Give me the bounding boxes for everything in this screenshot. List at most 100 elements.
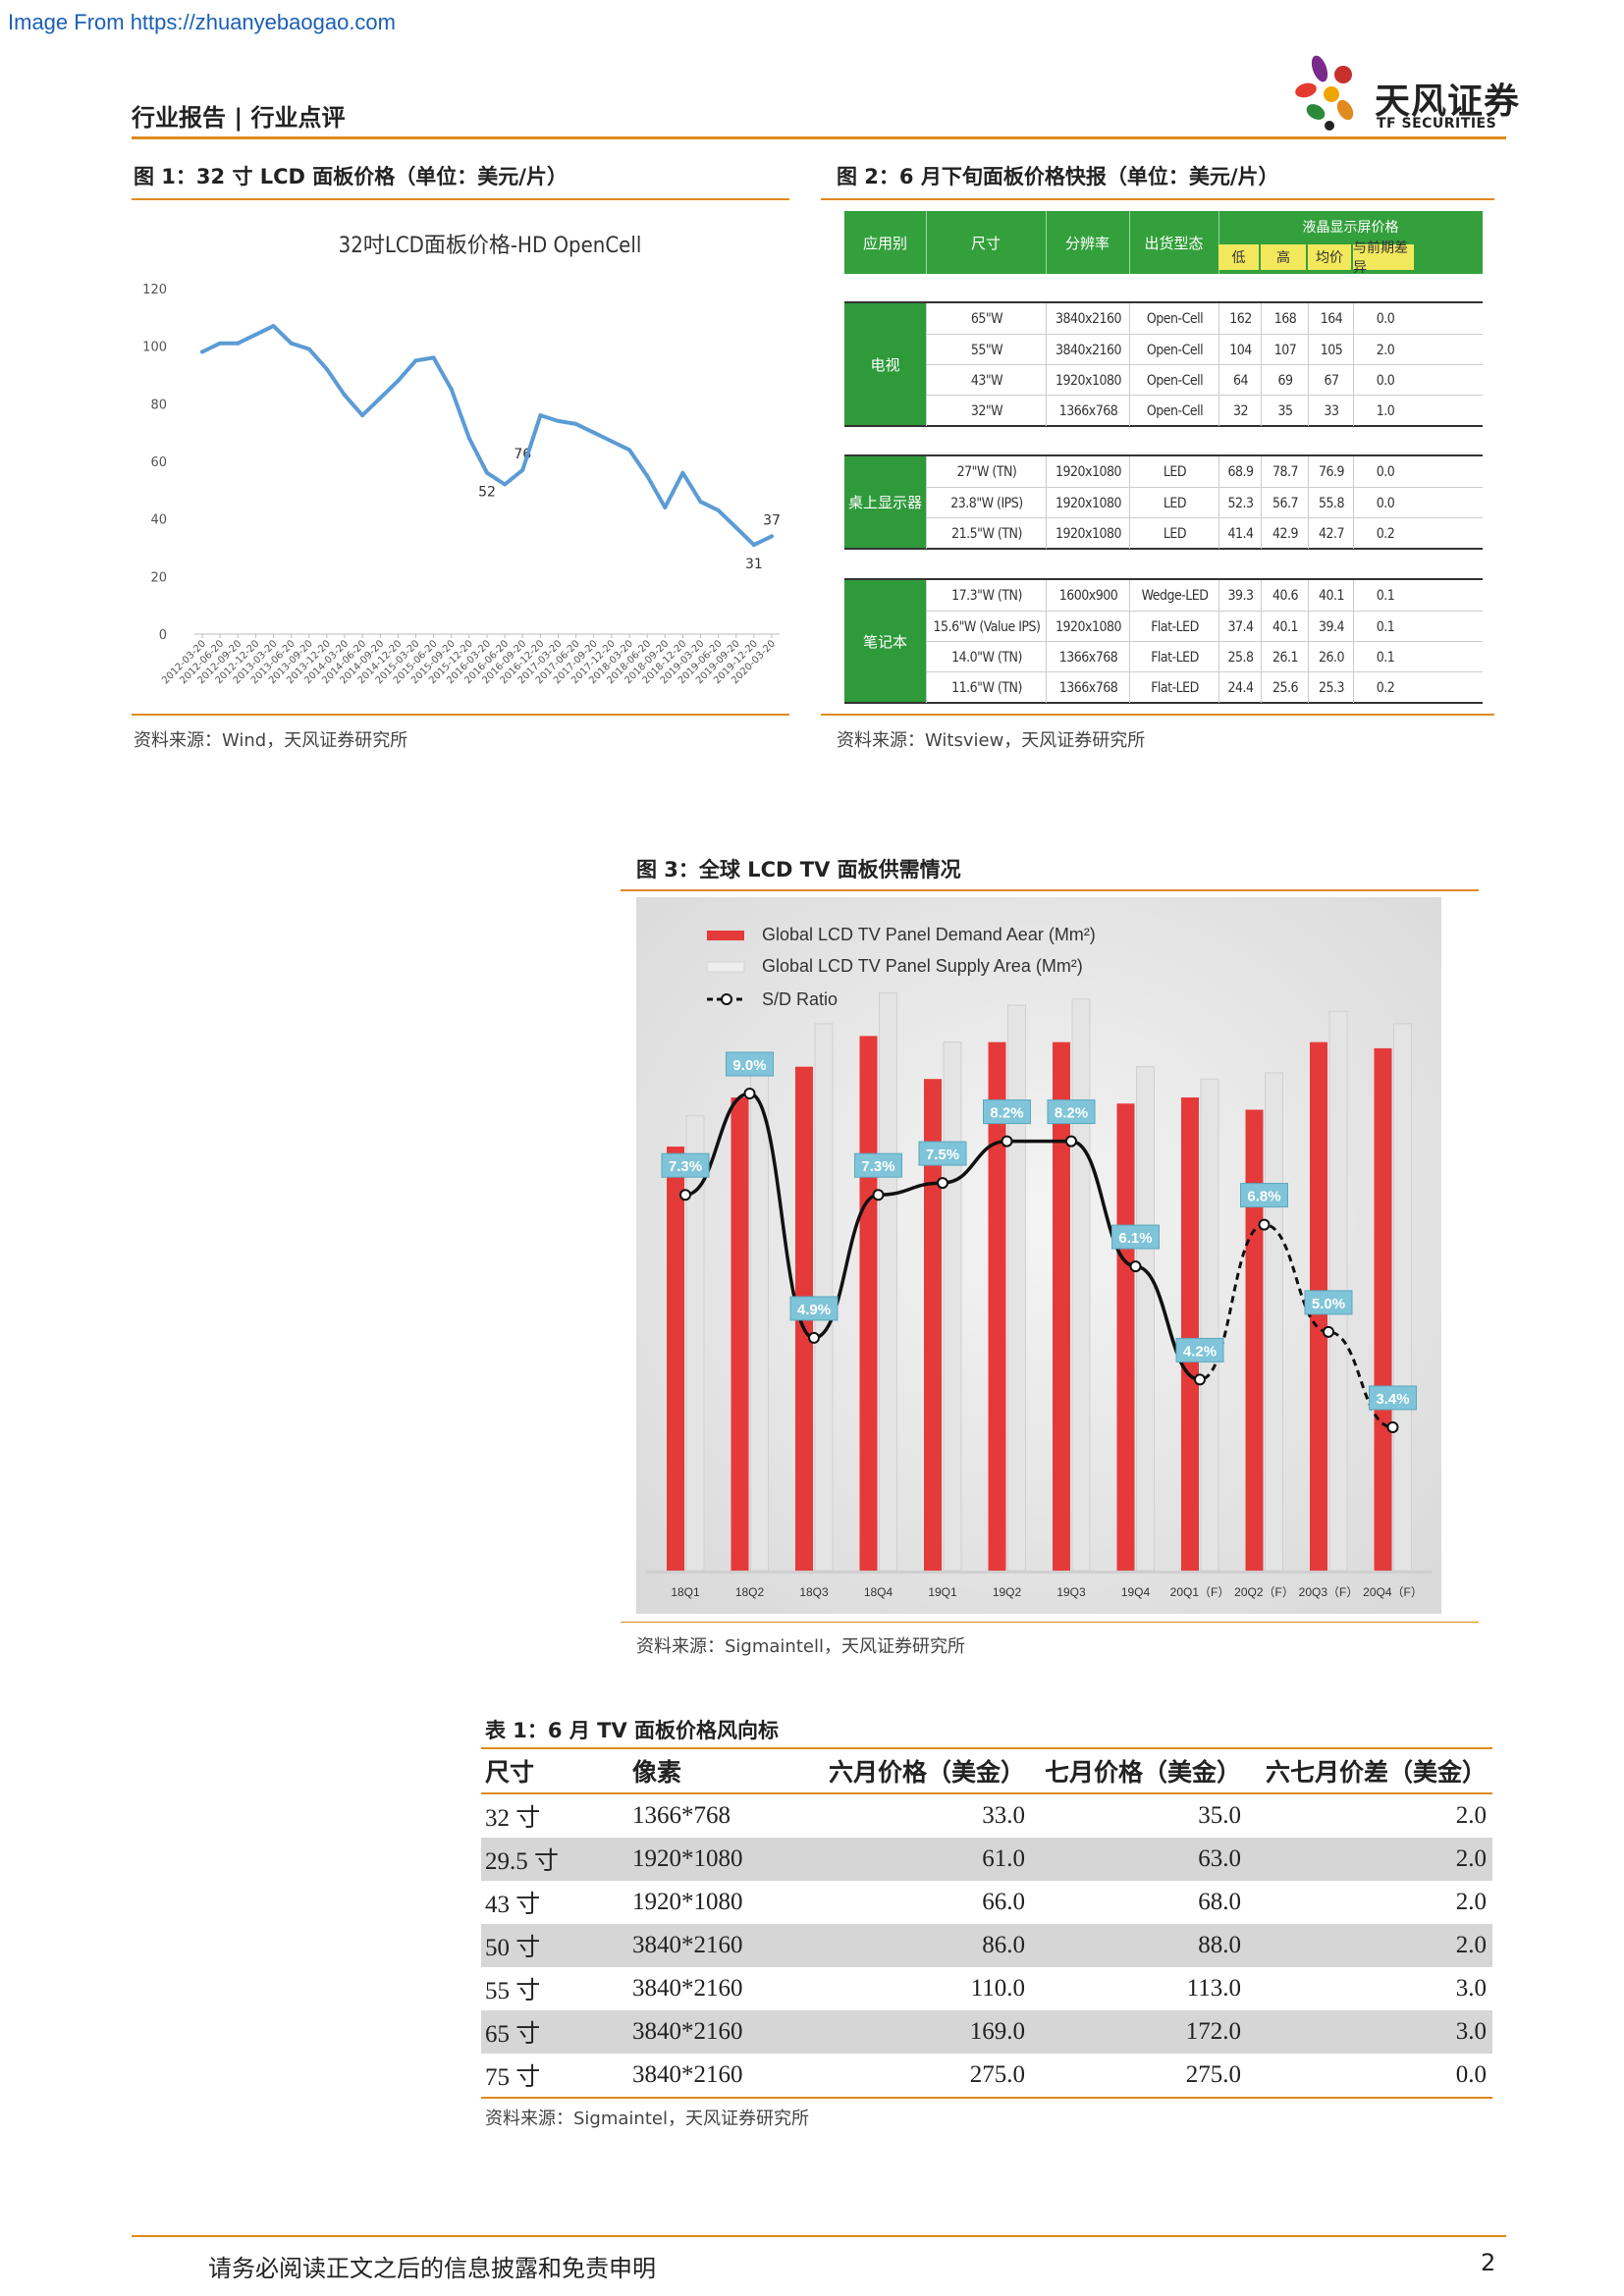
label-text: 8.2% <box>990 1105 1023 1122</box>
fig3-background <box>636 897 1441 1614</box>
fig3-baseline <box>646 1571 1432 1574</box>
sd-ratio-label: 4.2% <box>1175 1337 1224 1362</box>
label-box <box>661 1152 710 1178</box>
wit-header-group: 液晶显示屏价格 <box>1302 220 1399 236</box>
supply-bar <box>943 1041 962 1572</box>
data-label: 31 <box>745 557 763 572</box>
price-point <box>306 347 311 351</box>
wit-row: 32"W 1366x768 Open-Cell 32 35 33 1.0 <box>926 395 1483 426</box>
wit-cell: 52.3 <box>1218 488 1262 518</box>
price-point <box>770 534 774 539</box>
table-cell: 1366*768 <box>632 1802 731 1829</box>
wit-row: 17.3"W (TN) 1600x900 Wedge-LED 39.3 40.6 40.1… <box>926 580 1483 611</box>
fig1-caption: 图 1：32 寸 LCD 面板价格（单位：美元/片） <box>134 165 568 188</box>
table-cell: 3.0 <box>1455 1975 1487 2002</box>
wit-cell: 42.7 <box>1308 518 1354 549</box>
table-cell: 29.5 寸 <box>485 1848 560 1875</box>
label-box <box>918 1141 967 1166</box>
sd-ratio-label: 7.5% <box>918 1141 967 1166</box>
wit-cell: 32"W <box>926 396 1047 426</box>
price-point <box>698 500 703 505</box>
label-text: 3.4% <box>1376 1391 1409 1408</box>
supply-bar <box>1393 1023 1412 1572</box>
fig1-top-rule <box>132 198 789 200</box>
wit-cell: 0.2 <box>1353 518 1417 549</box>
price-point <box>751 543 756 548</box>
sd-ratio-label: 8.2% <box>983 1099 1031 1125</box>
wit-cell: 162 <box>1218 303 1262 334</box>
wit-cell: 1366x768 <box>1046 672 1130 703</box>
page-number: 2 <box>1481 2249 1496 2276</box>
sd-ratio-label: 9.0% <box>726 1051 774 1077</box>
wit-cell: 3840x2160 <box>1046 303 1130 334</box>
demand-bar <box>988 1041 1006 1571</box>
wit-row: 43"W 1920x1080 Open-Cell 64 69 67 0.0 <box>926 364 1483 396</box>
wit-cell: 40.6 <box>1261 580 1309 611</box>
wit-cell: 26.0 <box>1308 642 1354 672</box>
table-cell: 63.0 <box>1198 1845 1241 1872</box>
legend-supply-swatch <box>706 961 745 973</box>
fig3-source: 资料来源：Sigmaintell，天风证券研究所 <box>636 1636 965 1657</box>
wit-cell: 11.6"W (TN) <box>926 672 1047 703</box>
demand-bar <box>1374 1047 1392 1571</box>
table-cell: 275.0 <box>1185 2061 1241 2088</box>
wit-cell: 14.0"W (TN) <box>926 642 1047 672</box>
header-june-price: 六月价格（美金） <box>828 1758 1025 1787</box>
wit-cell: Flat-LED <box>1129 672 1219 703</box>
wit-cell: 107 <box>1261 335 1309 365</box>
sd-ratio-label: 3.4% <box>1369 1385 1417 1411</box>
wit-cell: 0.0 <box>1353 365 1417 396</box>
wit-cell: Open-Cell <box>1129 365 1219 396</box>
price-point <box>538 413 543 418</box>
sd-ratio-point <box>1129 1260 1142 1273</box>
wit-cell: 3840x2160 <box>1046 335 1130 365</box>
price-point <box>413 358 418 363</box>
wit-row: 23.8"W (IPS) 1920x1080 LED 52.3 56.7 55.8 0.0 <box>926 487 1483 518</box>
wit-cell: Flat-LED <box>1129 642 1219 672</box>
wit-cell: LED <box>1129 456 1219 487</box>
watermark-link[interactable]: Image From https://zhuanyebaogao.com <box>8 10 396 34</box>
table-row: 32 寸 1366*768 33.0 35.0 2.0 <box>481 1794 1492 1838</box>
table-cell: 2.0 <box>1455 1889 1487 1915</box>
wit-cell: 55.8 <box>1308 488 1354 518</box>
wit-cell: 56.7 <box>1261 488 1309 518</box>
table-cell: 2.0 <box>1455 1932 1487 1958</box>
sd-ratio-point <box>679 1189 691 1201</box>
category-label: 20Q3（F） <box>1299 1585 1359 1599</box>
price-point <box>343 393 347 398</box>
price-point <box>627 448 631 453</box>
wit-header-diff: 与前期差异 <box>1353 240 1414 276</box>
wit-cell: LED <box>1129 488 1219 518</box>
wit-cell: 15.6"W (Value IPS) <box>926 612 1047 642</box>
wit-header-res: 分辨率 <box>1046 211 1130 274</box>
category-label: 18Q1 <box>671 1585 700 1599</box>
table-cell: 3840*2160 <box>632 1975 743 2002</box>
label-box <box>1047 1099 1096 1125</box>
wit-cell: 1600x900 <box>1046 580 1130 611</box>
table-cell: 2.0 <box>1455 1802 1487 1829</box>
label-box <box>983 1099 1031 1125</box>
wit-group-name: 桌上显示器 <box>844 456 926 548</box>
wit-cell: 69 <box>1261 365 1309 396</box>
fig2-source: 资料来源：Witsview，天风证券研究所 <box>837 730 1146 751</box>
wit-cell: 64 <box>1218 365 1262 396</box>
price-point <box>645 473 650 478</box>
table-cell: 35.0 <box>1198 1802 1241 1829</box>
sd-ratio-label: 7.3% <box>661 1152 710 1178</box>
sd-ratio-point <box>1065 1135 1077 1148</box>
sd-ratio-point <box>1001 1135 1013 1148</box>
table-header-row: 尺寸 像素 六月价格（美金） 七月价格（美金） 六七月价差（美金） <box>481 1747 1492 1794</box>
wit-cell: 27"W (TN) <box>926 456 1047 487</box>
price-point <box>466 436 471 441</box>
wit-cell: 0.2 <box>1353 672 1417 703</box>
category-label: 19Q1 <box>928 1585 957 1599</box>
wit-cell: 55"W <box>926 335 1047 365</box>
wit-cell: 25.3 <box>1308 672 1354 703</box>
table-row: 50 寸 3840*2160 86.0 88.0 2.0 <box>481 1924 1492 1967</box>
report-type-header: 行业报告 | 行业点评 <box>132 104 346 132</box>
sd-ratio-label: 5.0% <box>1304 1290 1353 1315</box>
wit-cell: 32 <box>1218 396 1262 426</box>
price-point <box>271 324 276 329</box>
sd-ratio-line-actual <box>684 1092 1201 1382</box>
wit-cell: 1366x768 <box>1046 396 1130 426</box>
